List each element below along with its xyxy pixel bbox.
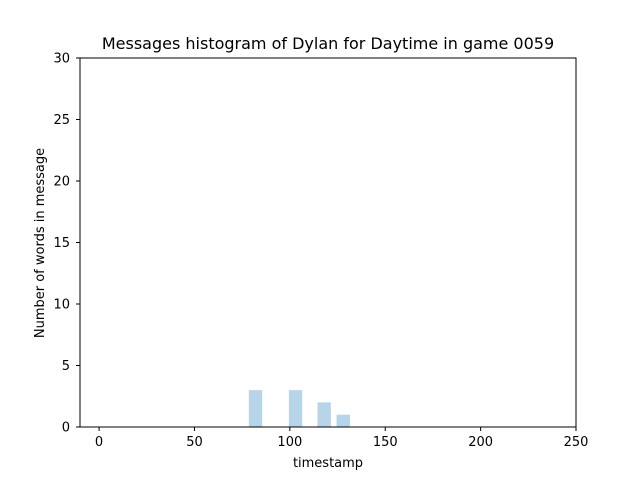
histogram-bar [317,402,331,427]
y-tick-label: 25 [53,113,70,128]
histogram-bar [336,414,350,427]
x-axis-label: timestamp [293,456,363,471]
x-tick-label: 50 [186,435,203,450]
x-tick-label: 0 [95,435,103,450]
y-tick-label: 0 [62,421,70,436]
y-tick-label: 10 [53,298,70,313]
histogram-bar [288,390,303,427]
y-axis-label: Number of words in message [33,148,48,338]
y-tick-label: 5 [62,359,70,374]
y-tick-label: 15 [53,236,70,251]
histogram-bar [248,390,263,427]
plot-frame [79,57,577,428]
x-tick-label: 100 [277,435,302,450]
x-tick-label: 150 [373,435,398,450]
x-tick-label: 250 [564,435,589,450]
chart-title: Messages histogram of Dylan for Daytime … [102,34,554,53]
y-tick-label: 20 [53,175,70,190]
y-tick-label: 30 [53,52,70,67]
x-tick-label: 200 [468,435,493,450]
y-axis-ticks: 0 5 10 15 20 25 30 [53,52,80,436]
bars-layer [248,390,350,427]
x-axis-ticks: 0 50 100 150 200 250 [95,427,588,450]
